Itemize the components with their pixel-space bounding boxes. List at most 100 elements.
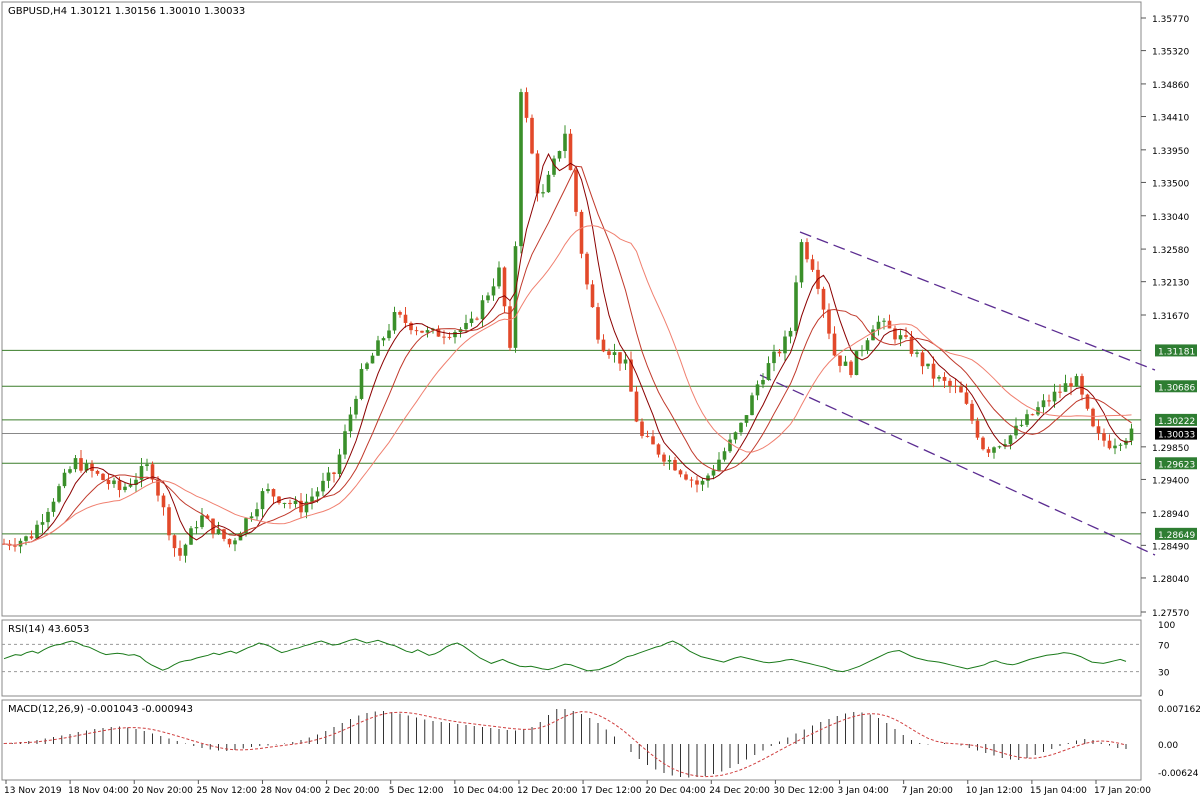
candle-body <box>882 320 886 322</box>
candle-body <box>57 486 61 502</box>
candle-body <box>992 447 996 453</box>
candle-body <box>502 267 507 307</box>
candle-body <box>557 151 562 159</box>
rsi-tick-label: 100 <box>1158 621 1175 631</box>
candle-body <box>1063 383 1068 392</box>
level-price-tag <box>1155 527 1197 540</box>
candle-body <box>1080 376 1084 395</box>
candle-body <box>678 470 683 475</box>
candle-body <box>871 329 875 341</box>
candle-body <box>783 336 787 354</box>
candle-body <box>777 351 782 354</box>
candle-body <box>942 376 947 381</box>
candle-body <box>937 376 941 379</box>
candle-body <box>337 454 342 475</box>
candle-body <box>348 414 353 432</box>
price-axis: 1.35770 1.35320 1.34860 1.34410 1.33950 1.335… <box>1141 15 1189 619</box>
candle-body <box>156 479 160 496</box>
time-tick-label: 20 Dec 04:00 <box>645 786 706 796</box>
candle-body <box>150 464 155 480</box>
price-tick-label: 1.28040 <box>1152 575 1189 585</box>
candle-body <box>376 340 380 356</box>
candle-body <box>128 484 133 487</box>
candle-body <box>200 515 204 528</box>
candle-body <box>233 540 237 545</box>
moving-averages <box>3 152 1132 546</box>
candle-body <box>596 307 600 340</box>
time-tick-label: 10 Jan 12:00 <box>966 786 1023 796</box>
level-price-tag <box>1155 413 1197 426</box>
candle-body <box>893 328 897 340</box>
candle-body <box>381 338 386 341</box>
candle-body <box>1052 391 1057 402</box>
candle-body <box>645 435 650 437</box>
candle-body <box>244 518 248 534</box>
macd-indicator: 0.007162 0.00 -0.00624 <box>3 705 1200 779</box>
candle-body <box>722 451 727 460</box>
trend-channel[interactable] <box>759 231 1156 556</box>
candle-body <box>1019 424 1024 426</box>
candle-body <box>1096 426 1101 434</box>
lower-trend-line[interactable] <box>759 374 1156 556</box>
candle-body <box>315 491 320 497</box>
upper-trend-line[interactable] <box>799 231 1156 371</box>
candle-body <box>827 309 831 334</box>
time-tick-label: 12 Dec 20:00 <box>517 786 578 796</box>
candle-body <box>310 496 314 502</box>
candle-body <box>739 422 743 433</box>
candle-body <box>546 174 551 193</box>
ma-fast-line <box>3 152 1132 546</box>
candle-body <box>530 117 534 154</box>
candle-body <box>117 480 122 491</box>
candle-body <box>134 479 138 485</box>
candle-body <box>425 330 430 333</box>
candle-body <box>403 314 408 323</box>
macd-title: MACD(12,26,9) -0.001043 -0.000943 <box>8 704 193 715</box>
level-price-label: 1.30686 <box>1158 383 1195 393</box>
current-price-tag <box>1155 427 1197 440</box>
candle-body <box>524 92 529 118</box>
candle-body <box>574 170 578 212</box>
candle-body <box>744 415 749 423</box>
candle-body <box>1025 414 1029 425</box>
candle-body <box>293 500 298 505</box>
candle-body <box>453 332 457 338</box>
candle-body <box>40 522 45 525</box>
candle-body <box>1041 400 1046 408</box>
price-tick-label: 1.31670 <box>1152 312 1189 322</box>
candle-body <box>1129 428 1134 441</box>
candle-body <box>277 496 281 503</box>
candle-body <box>667 459 672 462</box>
price-tick-label: 1.35320 <box>1152 48 1189 58</box>
candle-body <box>447 336 452 338</box>
candle-body <box>398 312 402 315</box>
candle-body <box>271 489 276 497</box>
candle-body <box>46 511 50 523</box>
candle-body <box>321 480 325 492</box>
level-price-label: 1.28649 <box>1158 531 1195 541</box>
candle-body <box>579 211 584 254</box>
candle-body <box>183 544 188 556</box>
price-tick-label: 1.33950 <box>1152 147 1189 157</box>
time-tick-label: 20 Nov 20:00 <box>132 786 193 796</box>
candle-body <box>491 286 496 296</box>
horizontal-levels[interactable]: 1.31181 1.30686 1.30222 1.29623 1.28649 1.300… <box>2 344 1197 541</box>
candle-body <box>475 318 479 320</box>
candle-body <box>948 380 952 386</box>
candle-body <box>387 330 391 339</box>
candle-body <box>772 351 776 364</box>
candle-body <box>1091 408 1095 427</box>
candle-body <box>326 472 331 481</box>
candle-body <box>222 529 226 539</box>
candle-body <box>755 384 760 396</box>
candle-body <box>1030 414 1035 416</box>
price-tick-label: 1.33040 <box>1152 213 1189 223</box>
level-price-tag <box>1155 344 1197 357</box>
candle-body <box>887 320 892 329</box>
candle-body <box>35 524 39 539</box>
candle-body <box>1014 425 1018 436</box>
candle-body <box>1113 445 1117 449</box>
time-tick-label: 15 Jan 04:00 <box>1030 786 1087 796</box>
